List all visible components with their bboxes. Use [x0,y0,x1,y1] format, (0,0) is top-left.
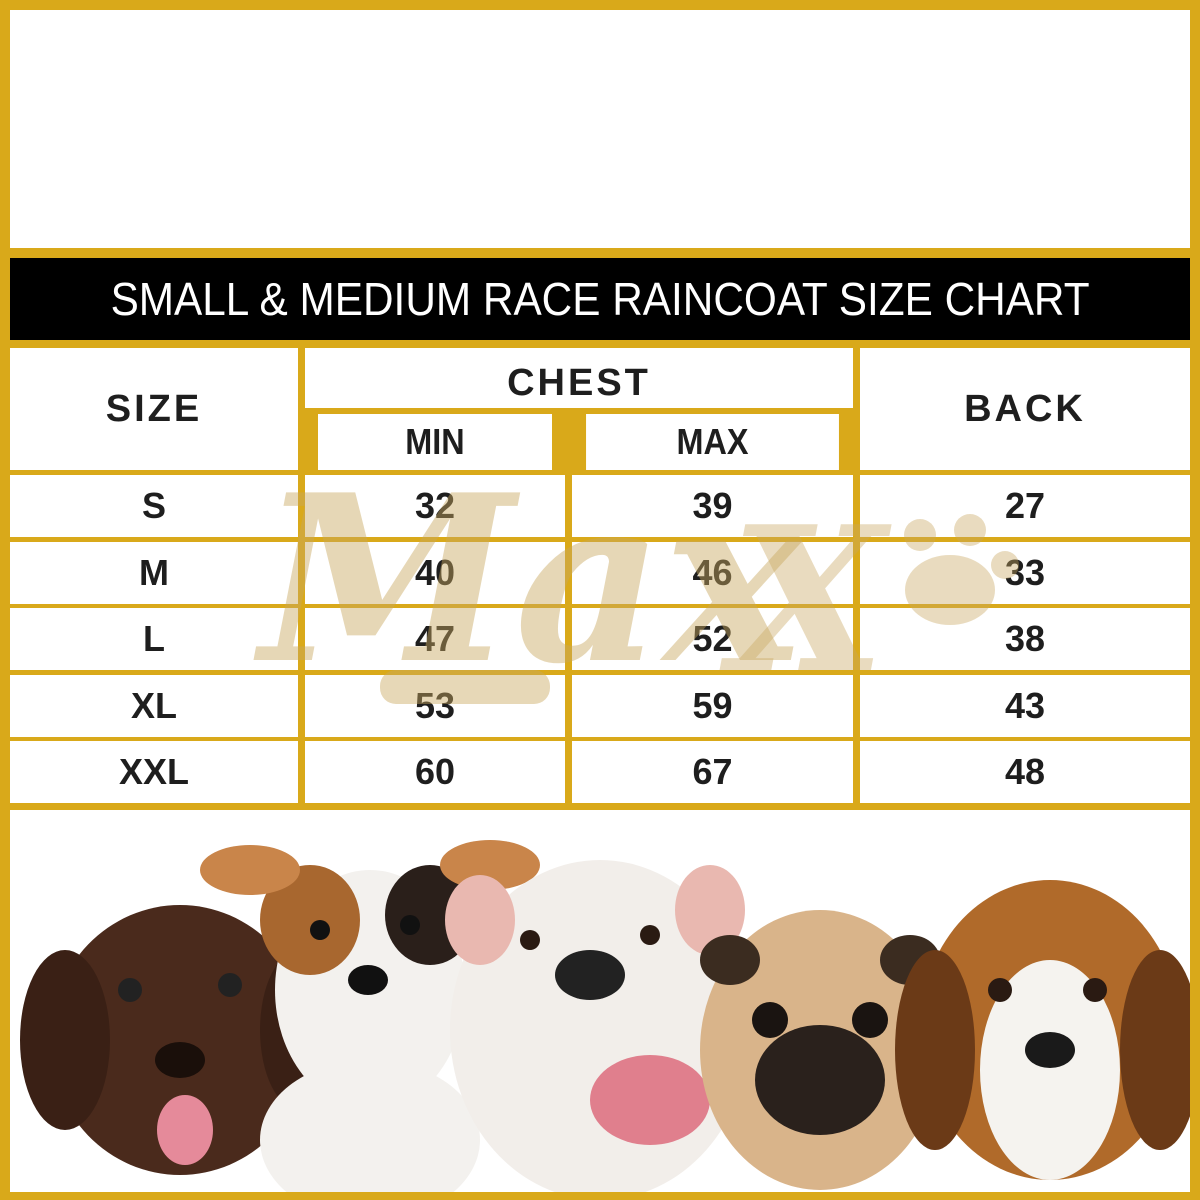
cell-back: 48 [860,741,1190,803]
cell-size: XL [10,675,298,737]
pug [700,910,940,1190]
header-back: BACK [860,348,1190,470]
cell-max: 52 [572,608,853,670]
cell-size: S [10,475,298,537]
cell-min: 47 [305,608,565,670]
cell-size: L [10,608,298,670]
bulldog [445,860,750,1192]
top-blank-area [10,10,1190,248]
dogs-photo [10,810,1190,1192]
cell-max: 59 [572,675,853,737]
cell-min: 32 [305,475,565,537]
cell-back: 38 [860,608,1190,670]
cell-size: XXL [10,741,298,803]
cell-back: 43 [860,675,1190,737]
chart-title-banner: SMALL & MEDIUM RACE RAINCOAT SIZE CHART [10,258,1190,340]
chart-title: SMALL & MEDIUM RACE RAINCOAT SIZE CHART [110,273,1090,325]
cell-back: 33 [860,542,1190,604]
cell-max: 46 [572,542,853,604]
cell-size: M [10,542,298,604]
header-max: MAX [586,414,839,470]
cell-min: 60 [305,741,565,803]
header-chest: CHEST [305,348,853,408]
beagle [895,880,1190,1180]
header-size: SIZE [10,348,298,470]
cell-max: 39 [572,475,853,537]
cell-min: 53 [305,675,565,737]
jack-russell [200,840,540,1192]
cell-min: 40 [305,542,565,604]
header-min: MIN [318,414,552,470]
cell-back: 27 [860,475,1190,537]
cell-max: 67 [572,741,853,803]
